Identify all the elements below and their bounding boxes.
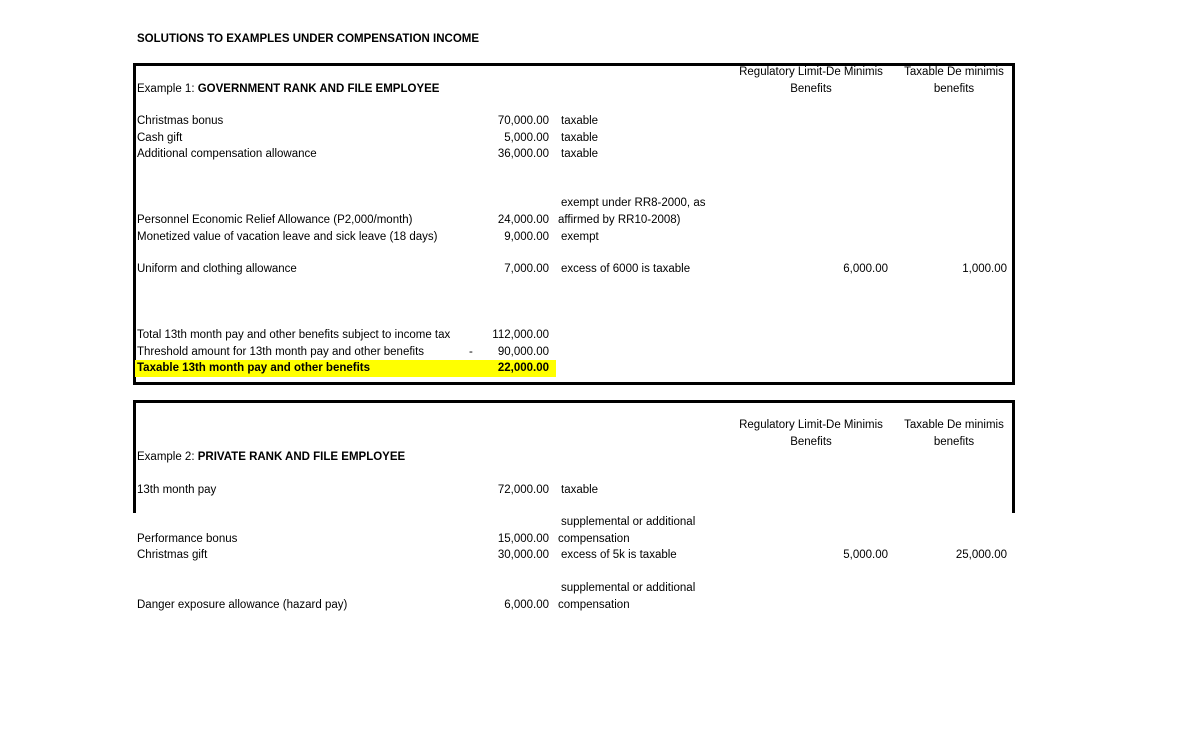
total-amount: 112,000.00	[492, 329, 549, 341]
row-note: taxable	[561, 484, 599, 496]
row-note: taxable	[561, 132, 599, 144]
row-note: taxable	[561, 115, 599, 127]
row-amount: 72,000.00	[497, 484, 549, 496]
row-note: taxable	[561, 148, 599, 160]
row-amount: 36,000.00	[497, 148, 549, 160]
threshold-sign: -	[469, 346, 473, 358]
ex2-header-taxable-2: benefits	[933, 436, 975, 448]
ex1-header-regulatory-2: Benefits	[790, 83, 832, 95]
row-item: Personnel Economic Relief Allowance (P2,…	[137, 214, 413, 226]
row-taxable: 25,000.00	[955, 549, 1007, 561]
taxable-total-item: Taxable 13th month pay and other benefit…	[137, 362, 371, 374]
row-amount: 15,000.00	[497, 533, 549, 545]
row-item: Performance bonus	[137, 533, 238, 545]
ex1-header-taxable-2: benefits	[933, 83, 975, 95]
taxable-total-amount: 22,000.00	[497, 362, 549, 374]
row-amount: 6,000.00	[504, 599, 549, 611]
row-amount: 5,000.00	[504, 132, 549, 144]
row-item: Monetized value of vacation leave and si…	[137, 231, 438, 243]
row-taxable: 1,000.00	[962, 263, 1007, 275]
row-item: 13th month pay	[137, 484, 217, 496]
example1-box	[133, 63, 1015, 385]
row-note: excess of 5k is taxable	[561, 549, 677, 561]
threshold-amount: 90,000.00	[497, 346, 549, 358]
page-title: SOLUTIONS TO EXAMPLES UNDER COMPENSATION…	[137, 33, 480, 45]
taxable-highlight	[135, 360, 556, 377]
row-amount: 70,000.00	[497, 115, 549, 127]
row-note-line1: supplemental or additional	[561, 516, 696, 528]
row-item: Danger exposure allowance (hazard pay)	[137, 599, 348, 611]
row-note-line2: compensation	[558, 599, 630, 611]
row-amount: 9,000.00	[504, 231, 549, 243]
row-note-line1: supplemental or additional	[561, 582, 696, 594]
row-note: exempt	[561, 231, 599, 243]
row-item: Additional compensation allowance	[137, 148, 317, 160]
row-regulatory: 6,000.00	[843, 263, 888, 275]
row-amount: 24,000.00	[497, 214, 549, 226]
row-amount: 7,000.00	[504, 263, 549, 275]
ex2-header-regulatory-1: Regulatory Limit-De Minimis	[739, 419, 883, 431]
row-amount: 30,000.00	[497, 549, 549, 561]
row-note-line2: compensation	[558, 533, 630, 545]
ex1-header-regulatory-1: Regulatory Limit-De Minimis	[739, 66, 883, 78]
row-note-line2: affirmed by RR10-2008)	[558, 214, 681, 226]
row-item: Cash gift	[137, 132, 183, 144]
row-note-line1: exempt under RR8-2000, as	[561, 197, 706, 209]
ex2-header-regulatory-2: Benefits	[790, 436, 832, 448]
total-item: Total 13th month pay and other benefits …	[137, 329, 451, 341]
ex2-header-taxable-1: Taxable De minimis	[904, 419, 1004, 431]
row-note: excess of 6000 is taxable	[561, 263, 691, 275]
row-item: Christmas gift	[137, 549, 208, 561]
row-item: Christmas bonus	[137, 115, 224, 127]
example2-label: Example 2: PRIVATE RANK AND FILE EMPLOYE…	[137, 451, 406, 463]
row-item: Uniform and clothing allowance	[137, 263, 297, 275]
row-regulatory: 5,000.00	[843, 549, 888, 561]
example2-box	[133, 400, 1015, 513]
threshold-item: Threshold amount for 13th month pay and …	[137, 346, 425, 358]
example1-label: Example 1: GOVERNMENT RANK AND FILE EMPL…	[137, 83, 440, 95]
ex1-header-taxable-1: Taxable De minimis	[904, 66, 1004, 78]
